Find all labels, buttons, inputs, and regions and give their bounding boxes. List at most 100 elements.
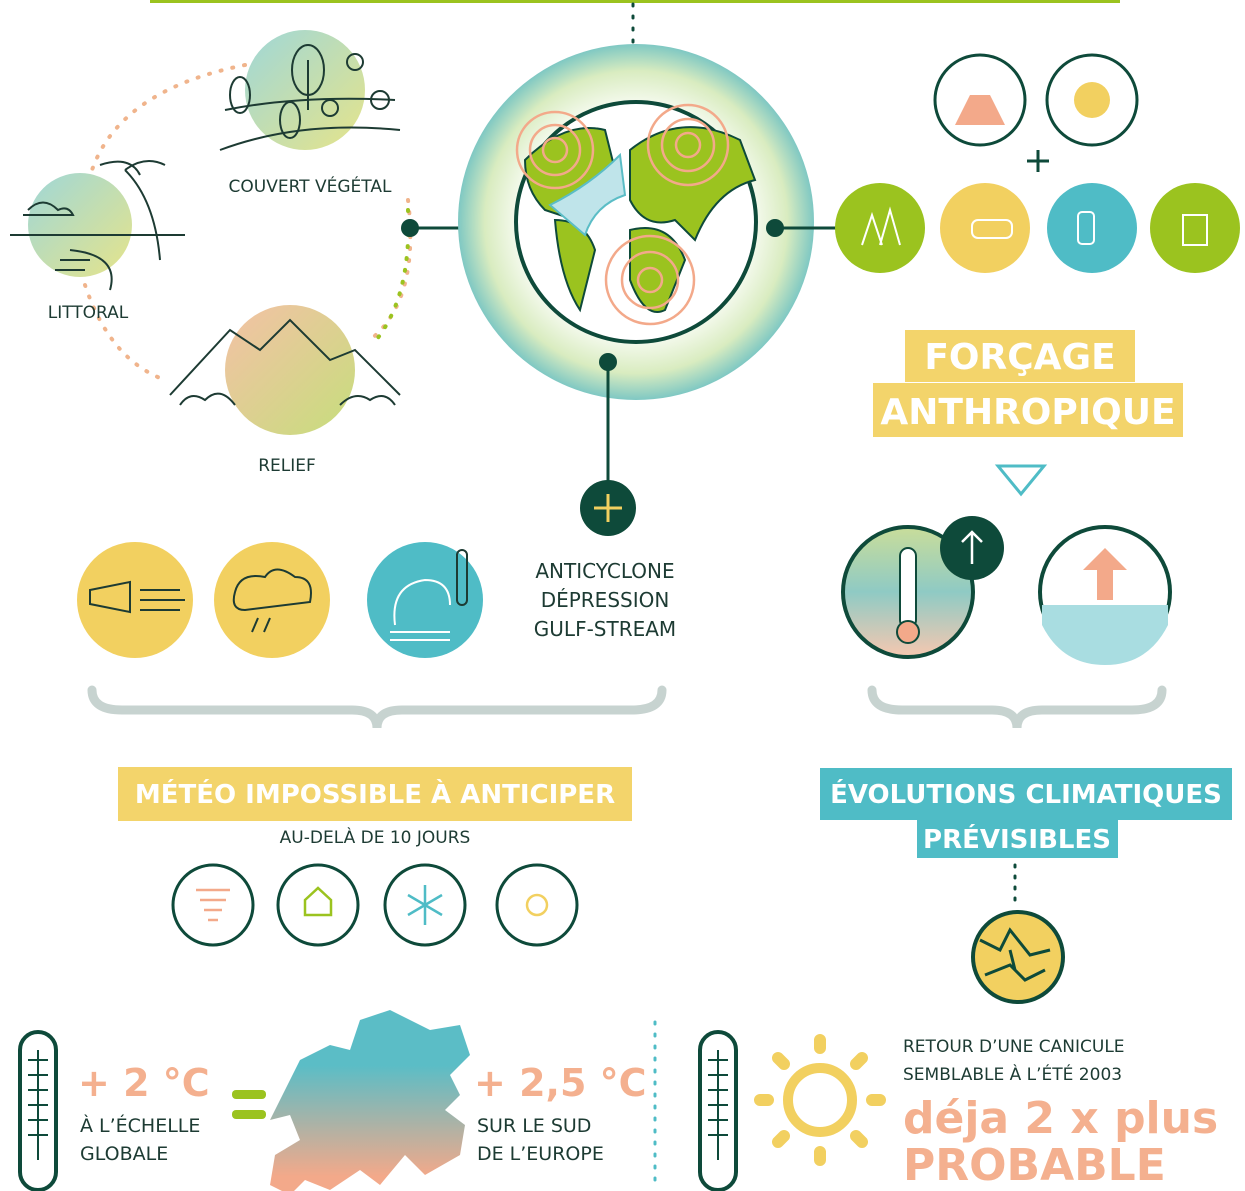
label-box (118, 767, 632, 821)
label-box (232, 1110, 266, 1119)
icon-circle (370, 90, 390, 110)
group (754, 1034, 886, 1166)
label: FORÇAGE (924, 337, 1115, 378)
icon-circle (171, 863, 255, 947)
illustration (390, 578, 451, 641)
illustration (1042, 605, 1168, 665)
illustration (961, 530, 983, 564)
label: déja 2 x plus (903, 1093, 1218, 1144)
icon-circle (620, 250, 680, 310)
group (171, 863, 579, 947)
label: DÉPRESSION (541, 588, 670, 612)
label: PRÉVISIBLES (923, 823, 1111, 855)
icon-circle (896, 620, 920, 644)
label-box (698, 1030, 738, 1191)
illustration (169, 318, 401, 396)
illustration (1027, 150, 1049, 172)
icon-circle (321, 99, 339, 117)
illustration (867, 685, 1167, 729)
icon-circle (77, 542, 193, 658)
label-box (1077, 211, 1095, 245)
group (10, 160, 185, 291)
illustration (55, 249, 113, 291)
icon-circle (528, 123, 582, 177)
icon-circle (1047, 183, 1137, 273)
icon-circle (346, 53, 364, 71)
group: FORÇAGE ANTHROPIQUE MÉTÉO IMPOSSIBLE À A… (135, 337, 1222, 855)
label: PROBABLE (903, 1140, 1166, 1191)
label-box (905, 330, 1135, 382)
label: GLOBALE (80, 1143, 168, 1165)
illustration (861, 206, 901, 246)
icon-circle (214, 542, 330, 658)
illustration (196, 888, 230, 922)
group: + 2 °C + 2,5 °C déja 2 x plus PROBABLE (78, 1061, 1218, 1191)
group: COUVERT VÉGÉTAL LITTORAL RELIEF ANTICYCL… (48, 175, 1125, 1165)
label: GULF-STREAM (534, 617, 676, 641)
illustration (232, 568, 312, 633)
icon-circle (495, 863, 579, 947)
label: À L’ÉCHELLE (80, 1114, 200, 1137)
label: ANTHROPIQUE (880, 392, 1175, 433)
illustration (270, 1010, 470, 1191)
group (28, 1050, 728, 1160)
group (219, 44, 401, 151)
illustration (23, 201, 75, 216)
illustration (87, 685, 667, 729)
label: SUR LE SUD (477, 1115, 591, 1137)
icon-circle (604, 234, 696, 326)
group (169, 318, 401, 406)
icon-circle (971, 910, 1065, 1004)
illustration (407, 885, 443, 925)
label-box (899, 547, 917, 629)
label-box (971, 219, 1013, 239)
illustration (754, 1034, 886, 1166)
label: SEMBLABLE À L’ÉTÉ 2003 (903, 1063, 1122, 1085)
group (515, 103, 730, 326)
label: + 2,5 °C (474, 1061, 647, 1105)
icon-circle (646, 103, 730, 187)
illustration (229, 76, 251, 114)
icon-circle (636, 266, 664, 294)
label: COUVERT VÉGÉTAL (229, 175, 392, 197)
label: ÉVOLUTIONS CLIMATIQUES (830, 778, 1222, 810)
icon-circle (1150, 183, 1240, 273)
icon-circle (367, 542, 483, 658)
illustration (279, 101, 301, 139)
icon-circle (525, 893, 549, 917)
illustration (99, 160, 166, 261)
label: RELIEF (258, 456, 316, 476)
illustration (89, 580, 185, 614)
icon-circle (28, 173, 132, 277)
label: LITTORAL (48, 303, 129, 323)
illustration (28, 1050, 48, 1160)
illustration (303, 886, 333, 917)
label: MÉTÉO IMPOSSIBLE À ANTICIPER (135, 778, 615, 810)
label-box (873, 383, 1183, 437)
icon-circle (515, 110, 595, 190)
illustration (594, 494, 622, 522)
group (89, 549, 468, 641)
label: RETOUR D’UNE CANICULE (903, 1037, 1125, 1057)
illustration (994, 464, 1048, 497)
icon-circle (225, 305, 355, 435)
icon-circle (245, 30, 365, 150)
icon-circle (541, 136, 569, 164)
illustration (1083, 548, 1127, 600)
label: AU-DELÀ DE 10 JOURS (280, 826, 471, 848)
label-box (820, 768, 1232, 820)
illustration (955, 95, 1005, 125)
icon-circle (783, 1063, 857, 1137)
group (18, 1030, 738, 1191)
illustration (219, 97, 401, 151)
illustration (708, 1050, 728, 1160)
label-box (456, 549, 468, 606)
icon-circle (674, 131, 702, 159)
label: DE L’EUROPE (477, 1143, 604, 1165)
label-box (1182, 214, 1208, 246)
icon-circle (660, 117, 716, 173)
icon-circle (940, 183, 1030, 273)
